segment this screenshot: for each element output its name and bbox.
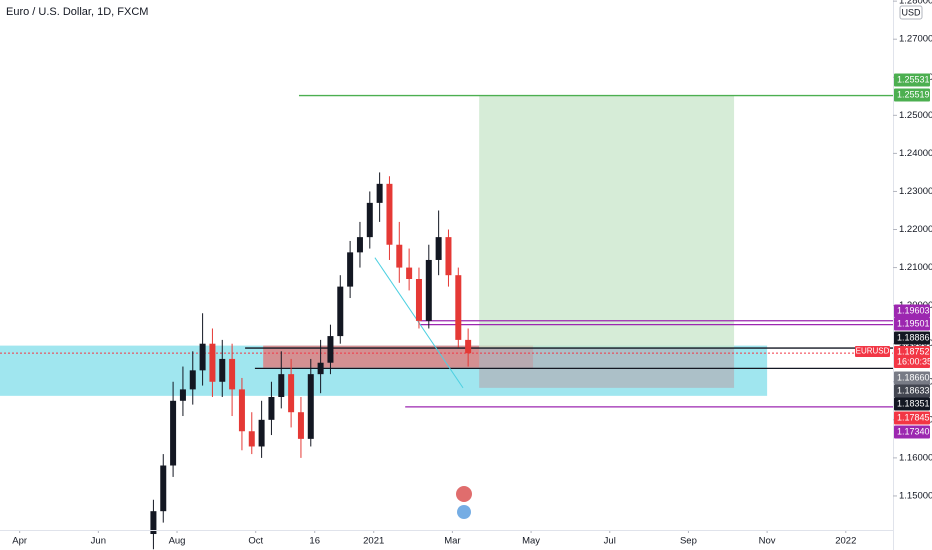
candle-body	[307, 374, 314, 439]
candle-body	[268, 396, 275, 420]
candle-body	[366, 202, 373, 238]
price-label-box	[894, 371, 930, 385]
x-tick-label: Apr	[12, 536, 27, 547]
price-label: 1.18633	[897, 385, 930, 395]
y-tick-label: 1.24000	[899, 148, 932, 159]
price-label: 1.18886	[897, 332, 930, 342]
x-tick-label: Sep	[680, 536, 697, 547]
candle-body	[248, 431, 255, 447]
symbol-label: EURUSD	[856, 347, 890, 356]
candle-body	[337, 286, 344, 337]
candle-body	[238, 389, 245, 432]
candle-body	[455, 275, 462, 340]
x-tick-label: Nov	[759, 536, 776, 547]
x-tick-label: Aug	[169, 536, 186, 547]
candle-body	[288, 374, 295, 413]
y-tick-label: 1.25000	[899, 110, 932, 121]
price-label: 1.19501	[897, 318, 930, 328]
x-tick-label: Mar	[444, 536, 460, 547]
zone	[479, 95, 735, 349]
candle-body	[386, 183, 393, 245]
price-label: 1.18752	[897, 346, 930, 356]
price-label: 1.17340	[897, 426, 930, 436]
price-label: 1.18351	[897, 398, 930, 408]
chart-title: Euro / U.S. Dollar, 1D, FXCM	[6, 6, 148, 18]
price-label-box	[894, 88, 930, 102]
x-tick-label: May	[522, 536, 540, 547]
candle-body	[209, 343, 216, 382]
y-tick-label: 1.21000	[899, 262, 932, 273]
currency[interactable]: USD	[901, 7, 921, 17]
price-label: 1.18660	[897, 372, 930, 382]
y-tick-label: 1.27000	[899, 34, 932, 45]
candle-body	[160, 465, 167, 512]
y-tick-label: 1.15000	[899, 490, 932, 501]
price-label-box	[894, 425, 930, 439]
price-label-box	[894, 411, 930, 425]
candle-body	[445, 237, 452, 276]
candle-body	[425, 259, 432, 321]
candle-body	[199, 343, 206, 371]
countdown: 16:00:35	[897, 356, 932, 366]
candle-body	[435, 237, 442, 260]
x-tick-label: 2021	[363, 536, 384, 547]
price-label-box	[894, 73, 930, 87]
candle-body	[376, 183, 383, 203]
x-tick-label: 2022	[835, 536, 856, 547]
candle-body	[406, 267, 413, 279]
price-label-box	[894, 397, 930, 411]
x-tick-label: 16	[309, 536, 320, 547]
candle-body	[179, 389, 186, 401]
price-label: 1.19603	[897, 305, 930, 315]
y-tick-label: 1.23000	[899, 186, 932, 197]
candle-body	[219, 358, 226, 382]
candle-body	[347, 252, 354, 287]
candle-body	[396, 244, 403, 268]
plot-area	[0, 94, 893, 550]
candle-body	[415, 278, 422, 321]
candle-body	[150, 511, 157, 535]
candle-body	[278, 374, 285, 397]
logo	[456, 486, 472, 519]
price-label-box	[894, 317, 930, 331]
candle-body	[327, 336, 334, 363]
symbol-box	[855, 346, 890, 357]
price-label: 1.17845	[897, 412, 930, 422]
candle-body	[189, 370, 196, 390]
candle-body	[229, 358, 236, 390]
price-label: 1.25519	[897, 89, 930, 99]
y-tick-label: 1.28000	[899, 0, 932, 7]
price-label-box	[894, 384, 930, 398]
candle-body	[356, 237, 363, 253]
currency-box[interactable]	[899, 5, 923, 20]
candle-body	[465, 339, 472, 354]
candle-body	[170, 400, 177, 466]
x-tick-label: Oct	[248, 536, 263, 547]
candle-body	[297, 412, 304, 439]
candle-body	[258, 419, 265, 447]
y-tick-label: 1.22000	[899, 224, 932, 235]
x-tick-label: Jul	[604, 536, 616, 547]
y-tick-label: 1.16000	[899, 452, 932, 463]
price-label-box	[894, 304, 930, 318]
price-label: 1.25531	[897, 74, 930, 84]
candle-body	[317, 362, 324, 375]
price-label-box	[894, 346, 930, 368]
price-label-box	[894, 331, 930, 345]
x-tick-label: Jun	[91, 536, 106, 547]
